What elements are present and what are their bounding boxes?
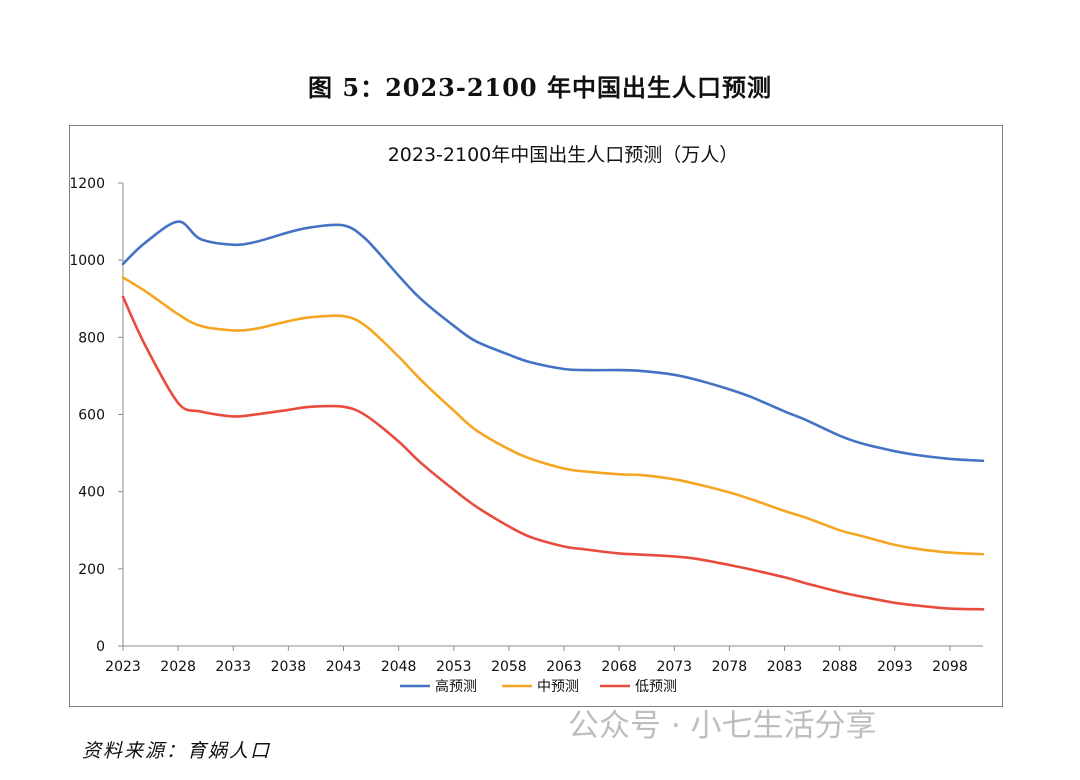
legend-label: 低预测	[635, 679, 677, 695]
x-tick-label: 2038	[271, 659, 307, 675]
x-tick-label: 2043	[326, 659, 362, 675]
legend-label: 中预测	[537, 679, 579, 695]
y-tick-label: 800	[78, 330, 105, 346]
figure-caption: 图 5：2023-2100 年中国出生人口预测	[308, 73, 772, 102]
source-note: 资料来源：育娲人口	[82, 740, 272, 762]
y-tick-label: 400	[78, 485, 105, 501]
series-line-1	[121, 220, 985, 463]
x-tick-label: 2033	[215, 659, 251, 675]
x-tick-label: 2073	[656, 659, 692, 675]
chart-title: 2023-2100年中国出生人口预测（万人）	[388, 144, 739, 166]
series-line-3	[121, 295, 985, 611]
x-tick-label: 2068	[601, 659, 637, 675]
y-tick-label: 1000	[70, 253, 105, 269]
y-tick-label: 1200	[70, 176, 105, 192]
x-tick-label: 2098	[932, 659, 968, 675]
watermark: 公众号 · 小七生活分享	[568, 708, 877, 744]
y-tick-label: 0	[96, 639, 105, 655]
y-tick-label: 200	[78, 562, 105, 578]
x-tick-label: 2078	[712, 659, 748, 675]
x-tick-label: 2088	[822, 659, 858, 675]
chart-frame: 2023-2100年中国出生人口预测（万人） 0 200 400 600 800 1000 1…	[69, 125, 1003, 707]
x-tick-label: 2048	[381, 659, 417, 675]
x-tick-label: 2053	[436, 659, 472, 675]
x-tick-label: 2028	[160, 659, 196, 675]
y-tick-label: 600	[78, 408, 105, 424]
x-tick-label: 2093	[877, 659, 913, 675]
x-tick-label: 2063	[546, 659, 582, 675]
x-tick-label: 2023	[105, 659, 141, 675]
legend-label: 高预测	[435, 678, 477, 695]
x-tick-label: 2083	[767, 659, 803, 675]
series-line-2	[121, 276, 985, 556]
line-chart: 2023-2100年中国出生人口预测（万人） 0 200 400 600 800 1000 1…	[70, 144, 985, 695]
x-tick-label: 2058	[491, 659, 527, 675]
